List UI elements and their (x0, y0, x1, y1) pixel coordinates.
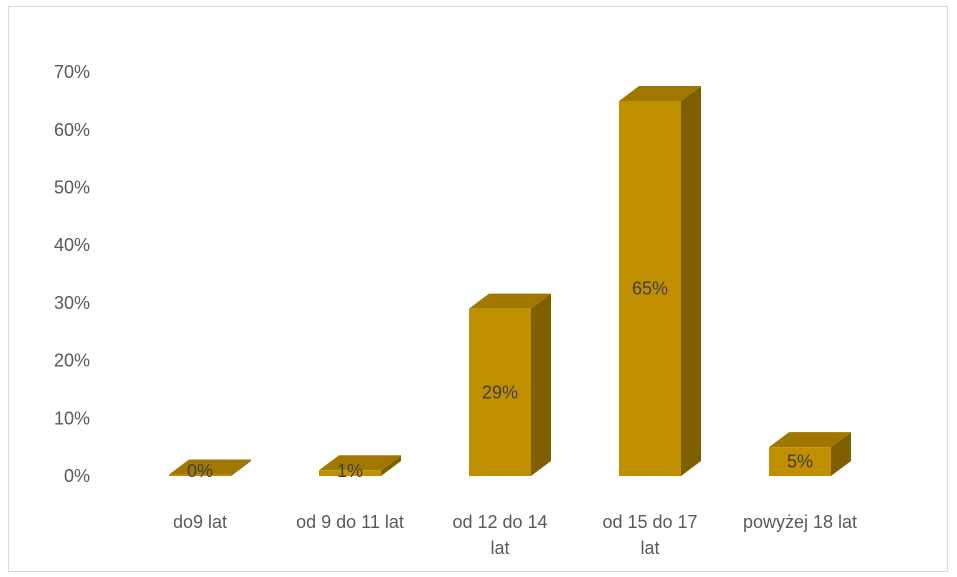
x-category-label: od 9 do 11 lat (296, 512, 404, 532)
y-tick-label: 50% (54, 178, 90, 198)
x-category-label: powyżej 18 lat (743, 512, 857, 532)
y-tick-label: 70% (54, 62, 90, 82)
bar-front (319, 470, 381, 476)
y-tick-label: 60% (54, 120, 90, 140)
bar-top (169, 459, 251, 475)
data-labels: 0% 1% 29% 65% 5% (187, 278, 813, 481)
bar-side (831, 432, 851, 476)
bar (619, 85, 701, 476)
bars (169, 85, 851, 476)
bar-side (531, 293, 551, 476)
x-category-label: lat (490, 538, 509, 558)
bar-side (681, 85, 701, 476)
bar (769, 432, 851, 476)
bar (169, 459, 251, 476)
bar-front (469, 308, 531, 476)
x-category-label: od 15 do 17 (602, 512, 697, 532)
bar-side (231, 459, 251, 476)
y-tick-label: 0% (64, 466, 90, 486)
bar-front (169, 474, 231, 476)
x-category-label: od 12 do 14 (452, 512, 547, 532)
bar-top (769, 432, 851, 448)
bar-top (469, 293, 551, 309)
y-tick-label: 30% (54, 293, 90, 313)
bar-front (619, 100, 681, 476)
data-label: 1% (337, 461, 363, 481)
data-label: 5% (787, 452, 813, 472)
bar-top (619, 85, 701, 101)
data-label: 29% (482, 382, 518, 402)
x-axis-category-labels: do9 lat od 9 do 11 lat od 12 do 14 lat od 15… (173, 512, 857, 558)
data-label: 65% (632, 278, 668, 298)
bar-front (769, 447, 831, 476)
y-tick-label: 40% (54, 235, 90, 255)
y-tick-label: 20% (54, 351, 90, 371)
chart-frame (8, 6, 948, 572)
y-tick-label: 10% (54, 408, 90, 428)
x-category-label: lat (640, 538, 659, 558)
bar-side (381, 455, 401, 476)
y-axis-tick-labels: 0% 10% 20% 30% 40% 50% 60% 70% (54, 62, 90, 486)
data-label: 0% (187, 461, 213, 481)
x-category-label: do9 lat (173, 512, 227, 532)
bar (469, 293, 551, 476)
bar-top (319, 455, 401, 471)
bar (319, 455, 401, 476)
